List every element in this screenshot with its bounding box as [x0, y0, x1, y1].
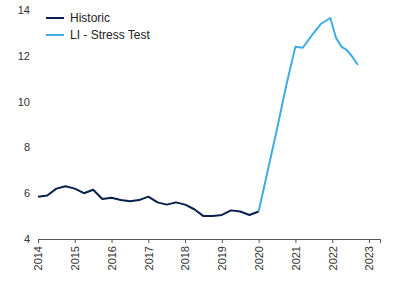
x-tick-label: 2019 — [216, 246, 228, 270]
y-tick: 4 — [24, 233, 38, 245]
x-tick: 2016 — [106, 239, 118, 270]
y-tick-label: 4 — [24, 233, 30, 245]
x-tick: 2014 — [32, 239, 44, 270]
chart: 2014 2015 2016 2017 2018 2019 2020 2021 2022 2023… — [0, 0, 400, 285]
y-tick-label: 14 — [18, 4, 30, 16]
x-tick: 2018 — [179, 239, 191, 270]
x-tick: 2020 — [253, 239, 265, 270]
x-tick: 2021 — [290, 239, 302, 270]
lines — [38, 18, 358, 216]
x-tick-label: 2018 — [179, 246, 191, 270]
x-tick-label: 2020 — [253, 246, 265, 270]
legend-label: LI - Stress Test — [70, 28, 150, 42]
x-tick-mark — [112, 239, 113, 243]
legend-label: Historic — [70, 11, 110, 25]
x-tick-mark — [185, 239, 186, 243]
x-tick-label: 2017 — [143, 246, 155, 270]
x-tick-label: 2022 — [327, 246, 339, 270]
y-tick: 8 — [24, 141, 38, 153]
x-tick-mark — [222, 239, 223, 243]
x-tick-mark — [369, 239, 370, 243]
x-tick-mark — [75, 239, 76, 243]
legend-item: LI - Stress Test — [46, 28, 150, 42]
series-line — [259, 18, 358, 212]
x-tick: 2015 — [69, 239, 81, 270]
x-tick: 2017 — [143, 239, 155, 270]
y-tick: 14 — [18, 4, 38, 16]
x-tick-mark — [295, 239, 296, 243]
y-tick-label: 12 — [18, 50, 30, 62]
y-axis-line — [38, 11, 39, 240]
x-tick: 2023 — [363, 239, 375, 270]
x-tick-mark — [332, 239, 333, 243]
x-tick-label: 2015 — [69, 246, 81, 270]
x-tick-mark — [148, 239, 149, 243]
plot: 2014 2015 2016 2017 2018 2019 2020 2021 2022 2023… — [18, 4, 381, 270]
series-line — [38, 186, 259, 216]
x-tick-mark — [259, 239, 260, 243]
x-tick-label: 2021 — [290, 246, 302, 270]
y-tick-label: 8 — [24, 141, 30, 153]
y-tick: 6 — [24, 187, 38, 199]
x-tick-label: 2023 — [363, 246, 375, 270]
x-axis-line — [39, 240, 381, 244]
legend-swatch — [46, 17, 64, 19]
y-tick-label: 10 — [18, 96, 30, 108]
x-tick-mark — [38, 239, 39, 243]
legend: Historic LI - Stress Test — [46, 11, 150, 42]
y-axis: 4 6 8 10 12 14 — [18, 4, 39, 245]
x-tick: 2019 — [216, 239, 228, 270]
x-tick: 2022 — [327, 239, 339, 270]
y-tick: 10 — [18, 96, 38, 108]
legend-item: Historic — [46, 11, 110, 25]
legend-swatch — [46, 34, 64, 36]
y-tick: 12 — [18, 50, 38, 62]
x-axis: 2014 2015 2016 2017 2018 2019 2020 2021 2022 2023 — [32, 239, 380, 270]
x-tick-label: 2014 — [32, 246, 44, 270]
x-tick-label: 2016 — [106, 246, 118, 270]
y-tick-label: 6 — [24, 187, 30, 199]
